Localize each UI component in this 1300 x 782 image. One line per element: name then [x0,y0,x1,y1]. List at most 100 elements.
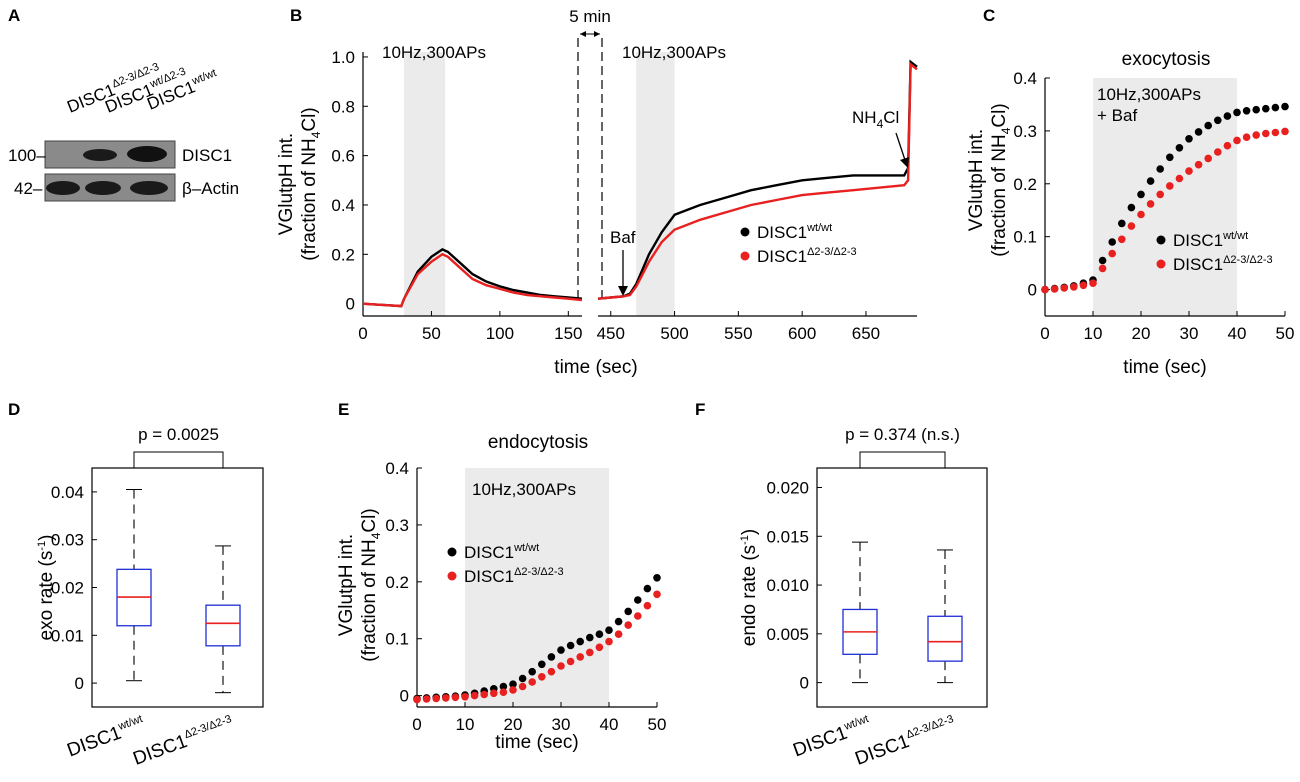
legend-marker-mut [447,571,457,581]
chart-d: 00.010.020.030.04DISC1wt/wtDISC1Δ2-3/Δ2-… [36,425,264,770]
data-point-mut [490,689,498,698]
data-point-wt [576,637,584,646]
p-value-label: p = 0.0025 [138,425,219,444]
y-tick-label: 0.2 [1013,175,1037,194]
data-point-mut [413,695,421,704]
data-point-wt [566,641,575,650]
data-point-mut [1050,285,1059,293]
data-point-mut [518,682,527,691]
text-part: Δ2-3/Δ2-3 [905,713,956,741]
chart-title: exocytosis [1122,49,1211,70]
x-tick-label: 0 [1040,324,1049,343]
western-blot: DISC1Δ2-3/Δ2-3 DISC1wt/Δ2-3 DISC1wt/wt 1… [8,61,239,202]
data-point-mut [1223,141,1232,150]
legend-marker-mut [1156,259,1166,269]
y-axis-label: VGlutpH int. [276,133,297,235]
text-part: (fraction of NH [299,138,320,260]
data-point-mut [451,693,460,702]
x-tick-label: 0 [358,324,367,343]
text-part: 4 [877,117,884,131]
data-point-mut [432,694,441,703]
data-point-wt [1175,144,1184,152]
blot-band-label-disc1: DISC1 [182,146,232,165]
data-point-wt [499,682,508,691]
text-part: Cl [883,108,899,127]
data-point-mut [1252,131,1260,139]
y-tick-label: 0 [346,295,355,314]
stim-label: 10Hz,300APs [472,480,576,499]
data-point-mut [422,695,431,703]
y-tick-label: 0.03 [51,531,84,550]
stim-label: 10Hz,300APs [622,43,726,62]
x-tick-label: 20 [1132,324,1151,343]
data-point-wt [643,584,652,593]
y-tick-label: 0 [400,687,409,706]
x-axis-label: time (sec) [554,357,637,378]
data-point-wt [1127,203,1136,212]
data-point-mut [499,688,508,696]
blot-band [46,181,80,195]
baf-label: Baf [610,228,636,247]
category-label: DISC1Δ2-3/Δ2-3 [130,713,237,770]
text-part: DISC1 [1173,255,1223,274]
data-point-mut [643,601,652,610]
text-part: (fraction of NH [989,134,1010,256]
data-point-mut [1146,200,1155,208]
legend-label-mut: DISC1Δ2-3/Δ2-3 [1173,254,1273,274]
x-tick-label: 0 [412,715,421,734]
blot-marker-42: 42– [14,179,43,198]
y-axis-label: VGlutpH int. [336,534,357,636]
data-point-wt [1194,128,1203,136]
data-point-wt [1281,102,1289,111]
data-point-mut [614,630,623,638]
significance-bracket [133,451,224,468]
nh4cl-arrow [895,132,906,161]
data-point-wt [624,607,632,616]
data-point-wt [653,574,661,582]
text-part: 4 [999,127,1013,134]
x-tick-label: 50 [1276,324,1295,343]
data-point-mut [1281,127,1289,136]
data-point-wt [1214,116,1222,125]
data-point-mut [480,690,489,699]
text-part: -1 [36,541,48,551]
blot-band-label-actin: β–Actin [182,179,239,198]
data-point-wt [1252,105,1260,114]
legend-marker-wt [1156,235,1166,245]
p-value-label: p = 0.374 (n.s.) [845,425,960,444]
significance-bracket [859,451,946,468]
data-point-wt [634,596,642,604]
data-point-mut [1194,160,1203,169]
blot-band [127,146,167,162]
x-tick-label: 50 [648,715,667,734]
data-point-wt [1185,135,1193,143]
data-point-mut [586,648,594,657]
y-tick-label: 0.4 [385,459,409,478]
box-iqr [205,604,241,647]
break-label: 5 min [569,7,611,26]
x-tick-label: 10 [1084,324,1103,343]
text-part: wt/wt [842,713,871,733]
data-point-mut [470,691,479,700]
y-axis-label: exo rate (s-1) [36,535,57,641]
data-point-wt [1118,219,1126,228]
series-line-mut [597,61,918,300]
y-tick-label: 1.0 [331,48,355,67]
data-point-mut [1041,285,1049,294]
stim-label-2: + Baf [1097,106,1137,125]
chart-c: 10Hz,300APs + Baf exocytosis 0 0.1 0.2 0.3 0.4 0… [966,49,1294,378]
text-part: wt/wt [806,222,832,234]
x-tick-label: 650 [852,324,880,343]
y-axis-label: endo rate (s-1) [739,529,760,647]
data-point-mut [1204,154,1212,163]
data-point-wt [518,674,527,683]
x-tick-label: 150 [554,324,582,343]
text-part: wt/wt [1222,230,1248,242]
x-tick-label: 10 [456,715,475,734]
data-point-mut [576,653,584,661]
x-tick-label: 100 [486,324,514,343]
stim-label: 10Hz,300APs [382,43,486,62]
data-point-mut [509,686,517,694]
data-point-mut [1127,222,1136,230]
